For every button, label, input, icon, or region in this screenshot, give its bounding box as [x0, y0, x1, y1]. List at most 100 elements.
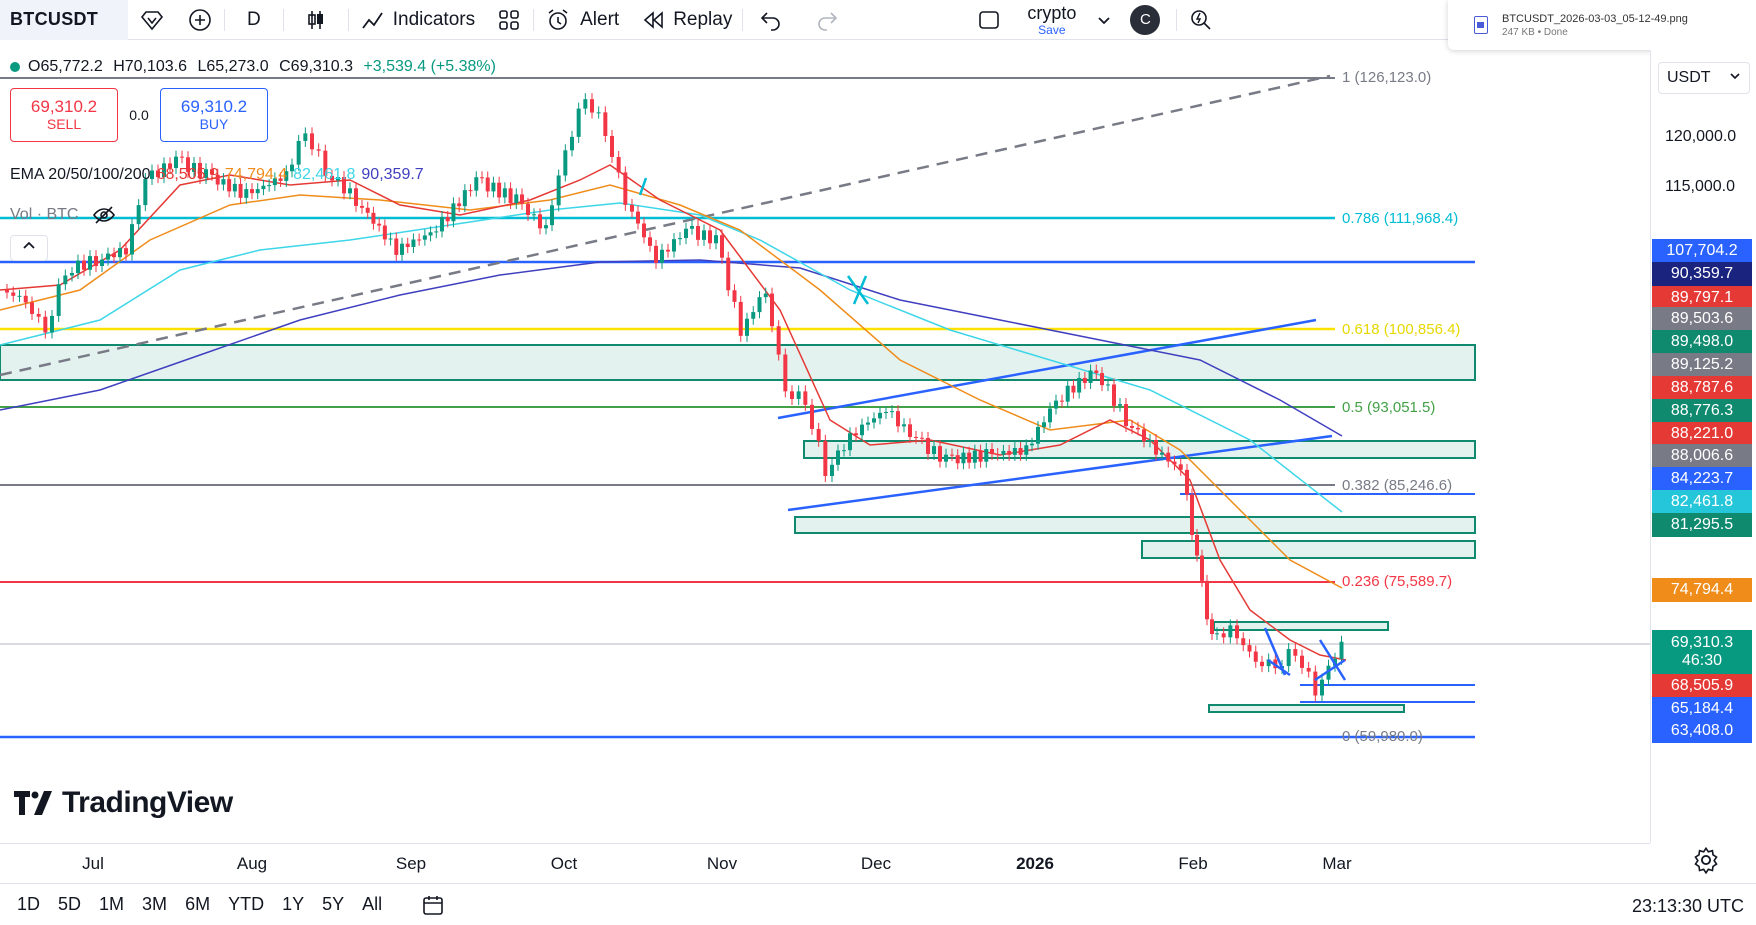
candle-body	[1178, 464, 1183, 470]
price-tag: 68,505.9	[1652, 674, 1752, 698]
indicators-button[interactable]: Indicators	[349, 0, 485, 40]
candle-body	[1024, 445, 1029, 455]
symbol-label: BTCUSDT	[10, 9, 99, 29]
candle-body	[261, 185, 266, 190]
price-chart[interactable]	[0, 50, 1650, 843]
candle-body	[830, 464, 834, 476]
quick-search-button[interactable]	[1177, 0, 1225, 40]
channel-lower-line	[787, 434, 1333, 512]
candle-body	[690, 226, 694, 229]
candle-body	[745, 318, 749, 336]
redo-button[interactable]	[799, 0, 855, 40]
compare-button[interactable]	[176, 0, 224, 40]
candle-body	[590, 99, 594, 113]
undo-button[interactable]	[743, 0, 799, 40]
currency-label: USDT	[1667, 69, 1711, 86]
download-notification[interactable]: BTCUSDT_2026-03-03_05-12-49.png 247 KB •…	[1448, 0, 1756, 50]
time-axis[interactable]: Jul Aug Sep Oct Nov Dec 2026 Feb Mar	[0, 843, 1650, 883]
chart-pane[interactable]	[0, 50, 1650, 843]
tradingview-logo[interactable]: TradingView	[14, 786, 233, 820]
range-button-3m[interactable]: 3M	[142, 894, 168, 914]
interval-label: D	[247, 8, 261, 30]
candle-body	[342, 177, 346, 194]
price-tag: 88,006.6	[1652, 444, 1752, 468]
price-tick: 115,000.0	[1665, 178, 1735, 195]
candle-body	[43, 316, 48, 333]
candle-body	[422, 235, 427, 240]
price-tag-value: 89,797.1	[1670, 289, 1734, 306]
price-tag: 89,797.1	[1652, 286, 1752, 310]
candle-body	[70, 273, 74, 276]
range-button-1m[interactable]: 1M	[99, 894, 125, 914]
candle-body	[776, 326, 781, 355]
candle-body	[1235, 625, 1239, 639]
candle-body	[1286, 649, 1291, 666]
candle-body	[757, 297, 762, 313]
fib-level-05: 0.5 (93,051.5)	[1342, 399, 1436, 416]
candle-body	[1326, 665, 1331, 680]
vol-label: Vol · BTC	[10, 206, 79, 223]
symbol-search[interactable]: BTCUSDT	[0, 0, 128, 40]
candle-body	[884, 411, 888, 413]
volume-legend[interactable]: Vol · BTC	[10, 201, 118, 229]
avatar[interactable]: C	[1130, 4, 1161, 35]
candle-body	[708, 230, 712, 244]
calendar-range-icon[interactable]	[419, 891, 447, 919]
price-tag: 74,794.4	[1652, 578, 1752, 602]
alert-button[interactable]: Alert	[534, 0, 629, 40]
legend-low: L65,273.0	[197, 58, 269, 75]
gear-icon[interactable]	[1692, 846, 1720, 875]
candle-body	[290, 164, 294, 172]
currency-selector[interactable]: USDT	[1658, 62, 1750, 94]
range-button-5d[interactable]: 5D	[58, 894, 82, 914]
candle-body	[336, 177, 340, 181]
legend-collapse-button[interactable]	[10, 235, 48, 261]
range-button-all[interactable]: All	[362, 894, 383, 914]
range-button-ytd[interactable]: YTD	[228, 894, 265, 914]
candle-body	[227, 179, 232, 192]
candle-body	[417, 239, 422, 241]
time-label: Mar	[1322, 854, 1352, 873]
layout-name: crypto	[1027, 2, 1077, 23]
candle-body	[696, 226, 700, 240]
candle-body	[823, 440, 828, 476]
candle-body	[678, 238, 682, 240]
cross-marker	[846, 275, 870, 305]
ema200-line	[0, 259, 1343, 437]
save-layout-button[interactable]: crypto Save	[1013, 4, 1090, 36]
eye-hidden-icon[interactable]	[90, 201, 118, 229]
candle-body	[1065, 385, 1070, 402]
wedge-drawing	[1263, 627, 1347, 682]
diamond-icon-button[interactable]	[128, 0, 176, 40]
candle-body	[124, 248, 128, 255]
ema-legend[interactable]: EMA 20/50/100/200 68,505.9 74,794.4 82,4…	[10, 166, 430, 184]
candle-body	[1241, 638, 1246, 646]
candle-body	[1007, 450, 1012, 455]
candle-body	[457, 203, 462, 207]
chevron-down-icon[interactable]	[1090, 6, 1118, 34]
fullscreen-button[interactable]	[965, 0, 1013, 40]
buy-price: 69,310.2	[180, 96, 248, 116]
candle-body	[684, 228, 688, 239]
range-button-5y[interactable]: 5Y	[322, 894, 345, 914]
candle-body	[316, 149, 321, 151]
candle-body	[978, 450, 983, 462]
range-button-6m[interactable]: 6M	[185, 894, 211, 914]
candle-body	[112, 253, 116, 258]
range-button-1y[interactable]: 1Y	[282, 894, 305, 914]
legend-high: H70,103.6	[113, 58, 188, 75]
candle-body	[872, 418, 876, 423]
candle-body	[860, 424, 864, 436]
sell-button[interactable]: 69,310.2 SELL	[10, 88, 118, 142]
templates-button[interactable]	[485, 0, 533, 40]
replay-button[interactable]: Replay	[629, 0, 742, 40]
interval-button[interactable]: D	[225, 0, 283, 40]
buy-button[interactable]: 69,310.2 BUY	[160, 88, 268, 142]
price-tag: 88,787.6	[1652, 376, 1752, 400]
price-tag-value: 89,498.0	[1670, 333, 1734, 350]
candle-body	[1185, 469, 1189, 495]
range-button-1d[interactable]: 1D	[17, 894, 41, 914]
utc-clock[interactable]: 23:13:30 UTC	[1631, 896, 1744, 916]
chart-type-button[interactable]	[284, 0, 348, 40]
price-tag: 107,704.2	[1652, 239, 1752, 263]
